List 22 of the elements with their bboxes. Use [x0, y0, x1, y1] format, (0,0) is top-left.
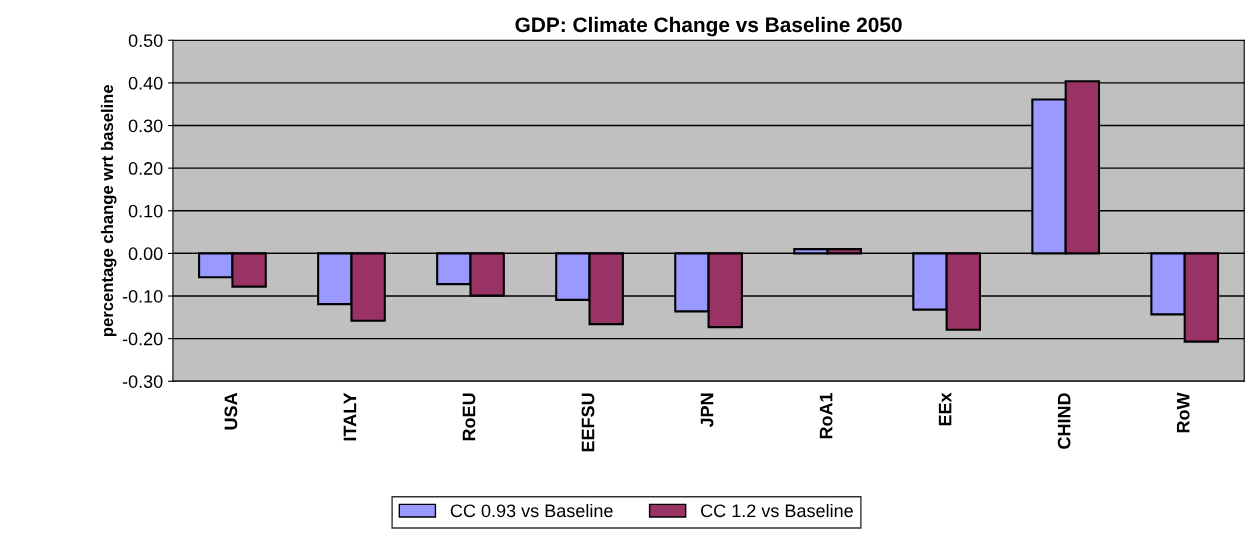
y-tick-label: 0.40	[128, 76, 163, 90]
chart-title: GDP: Climate Change vs Baseline 2050	[515, 16, 902, 37]
x-tick-label: RoA1	[819, 392, 833, 439]
y-tick-label: -0.30	[122, 375, 163, 388]
x-tick-label: RoEU	[462, 393, 476, 441]
y-tick-label: -0.20	[122, 332, 163, 346]
y-tick-label: 0.30	[128, 119, 163, 133]
y-tick-label: 0.20	[128, 162, 163, 175]
x-tick-label: JPN	[700, 393, 714, 428]
y-tick-label: -0.10	[122, 289, 163, 303]
legend-label: CC 0.93 vs Baseline	[450, 503, 613, 518]
x-tick-label: ITALY	[343, 392, 357, 441]
y-tick-label: 0.50	[128, 34, 163, 47]
x-tick-label: RoW	[1176, 392, 1190, 433]
y-tick-label: 0.00	[128, 247, 163, 261]
legend-label: CC 1.2 vs Baseline	[701, 503, 853, 518]
y-axis-title: percentage change wrt baseline	[100, 84, 117, 337]
x-tick-label: CHIND	[1057, 393, 1071, 449]
x-tick-label: USA	[224, 392, 238, 430]
x-tick-label: EEFSU	[581, 393, 595, 452]
x-tick-label: EEx	[938, 392, 952, 426]
y-tick-label: 0.10	[128, 204, 163, 218]
